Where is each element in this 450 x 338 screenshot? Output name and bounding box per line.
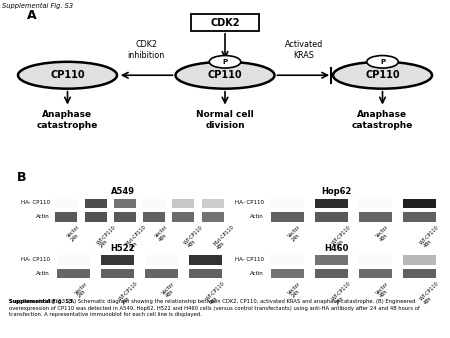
Text: Actin: Actin bbox=[36, 270, 50, 275]
Text: HA- CP110: HA- CP110 bbox=[235, 200, 264, 206]
Text: Actin: Actin bbox=[250, 214, 264, 219]
Text: Mut-CP110
24h: Mut-CP110 24h bbox=[125, 224, 151, 250]
Ellipse shape bbox=[176, 62, 274, 89]
Text: CP110: CP110 bbox=[50, 70, 85, 80]
Text: Supplemental Fig. S3.: Supplemental Fig. S3. bbox=[9, 299, 75, 304]
Bar bbox=[403, 269, 436, 279]
Text: WT-CP110
48h: WT-CP110 48h bbox=[419, 281, 444, 306]
Text: Hop62: Hop62 bbox=[321, 187, 351, 196]
Bar bbox=[145, 256, 178, 265]
Bar bbox=[271, 256, 304, 265]
Bar bbox=[172, 199, 194, 208]
Text: WT-CP110
24h: WT-CP110 24h bbox=[95, 224, 120, 249]
Text: Mut-CP110
48h: Mut-CP110 48h bbox=[212, 224, 238, 250]
Bar bbox=[85, 212, 107, 222]
Bar bbox=[315, 212, 348, 222]
Text: H522: H522 bbox=[110, 244, 135, 252]
Bar bbox=[403, 199, 436, 208]
Text: Supplemental Fig. S3: Supplemental Fig. S3 bbox=[2, 3, 73, 9]
Text: Vector
48h: Vector 48h bbox=[375, 224, 393, 242]
Bar bbox=[145, 269, 178, 279]
Bar bbox=[57, 269, 90, 279]
Circle shape bbox=[209, 55, 241, 68]
Text: WT-CP110
24h: WT-CP110 24h bbox=[117, 281, 142, 306]
Bar bbox=[403, 212, 436, 222]
Bar bbox=[57, 256, 90, 265]
Bar bbox=[271, 269, 304, 279]
Bar bbox=[315, 269, 348, 279]
Bar bbox=[172, 212, 194, 222]
Bar bbox=[189, 256, 222, 265]
Text: Vector
48h: Vector 48h bbox=[375, 281, 393, 299]
Bar bbox=[359, 256, 392, 265]
Bar bbox=[271, 199, 304, 208]
Text: Anaphase
catastrophe: Anaphase catastrophe bbox=[352, 110, 413, 130]
Text: HA- CP110: HA- CP110 bbox=[21, 200, 50, 206]
Bar bbox=[114, 199, 136, 208]
Text: WT-CP110
24h: WT-CP110 24h bbox=[331, 281, 356, 306]
Bar bbox=[359, 269, 392, 279]
Bar bbox=[315, 199, 348, 208]
Bar bbox=[189, 269, 222, 279]
Bar bbox=[55, 199, 77, 208]
Bar bbox=[403, 256, 436, 265]
Text: Vector
24h: Vector 24h bbox=[288, 224, 306, 242]
Text: HA- CP110: HA- CP110 bbox=[235, 257, 264, 262]
Text: Supplemental Fig. S3. (A) Schematic diagram showing the relationship between CDK: Supplemental Fig. S3. (A) Schematic diag… bbox=[9, 299, 420, 317]
Text: Vector
24h: Vector 24h bbox=[66, 224, 85, 242]
Bar bbox=[143, 212, 165, 222]
Text: H460: H460 bbox=[324, 244, 349, 252]
Text: P: P bbox=[380, 59, 385, 65]
Bar bbox=[143, 199, 165, 208]
Text: CDK2
inhibition: CDK2 inhibition bbox=[128, 40, 165, 60]
Circle shape bbox=[367, 55, 398, 68]
Bar bbox=[202, 212, 224, 222]
Text: B: B bbox=[17, 171, 27, 184]
Text: Actin: Actin bbox=[250, 270, 264, 275]
Text: CP110: CP110 bbox=[365, 70, 400, 80]
Bar bbox=[114, 212, 136, 222]
Text: CP110: CP110 bbox=[208, 70, 242, 80]
Bar bbox=[359, 199, 392, 208]
Text: WT-CP110
24h: WT-CP110 24h bbox=[331, 224, 356, 249]
Text: Actin: Actin bbox=[36, 214, 50, 219]
Text: Anaphase
catastrophe: Anaphase catastrophe bbox=[37, 110, 98, 130]
Text: A549: A549 bbox=[111, 187, 135, 196]
Text: HA- CP110: HA- CP110 bbox=[21, 257, 50, 262]
Text: Vector
24h: Vector 24h bbox=[74, 281, 92, 299]
Text: CDK2: CDK2 bbox=[210, 18, 240, 28]
Text: Vector
48h: Vector 48h bbox=[154, 224, 172, 242]
Ellipse shape bbox=[18, 62, 117, 89]
Bar bbox=[85, 199, 107, 208]
Text: A: A bbox=[27, 9, 36, 22]
Text: P: P bbox=[222, 59, 228, 65]
Text: WT-CP110
48h: WT-CP110 48h bbox=[419, 224, 444, 249]
Bar bbox=[101, 256, 134, 265]
Text: Activated
KRAS: Activated KRAS bbox=[284, 40, 323, 60]
Text: Vector
48h: Vector 48h bbox=[162, 281, 180, 299]
Ellipse shape bbox=[333, 62, 432, 89]
Text: Normal cell
division: Normal cell division bbox=[196, 110, 254, 130]
Text: WT-CP110
48h: WT-CP110 48h bbox=[205, 281, 230, 306]
Text: Vector
24h: Vector 24h bbox=[288, 281, 306, 299]
FancyBboxPatch shape bbox=[191, 14, 259, 31]
Text: WT-CP110
48h: WT-CP110 48h bbox=[183, 224, 208, 249]
Bar bbox=[359, 212, 392, 222]
Bar bbox=[55, 212, 77, 222]
Bar bbox=[202, 199, 224, 208]
Bar bbox=[101, 269, 134, 279]
Bar bbox=[315, 256, 348, 265]
Bar bbox=[271, 212, 304, 222]
